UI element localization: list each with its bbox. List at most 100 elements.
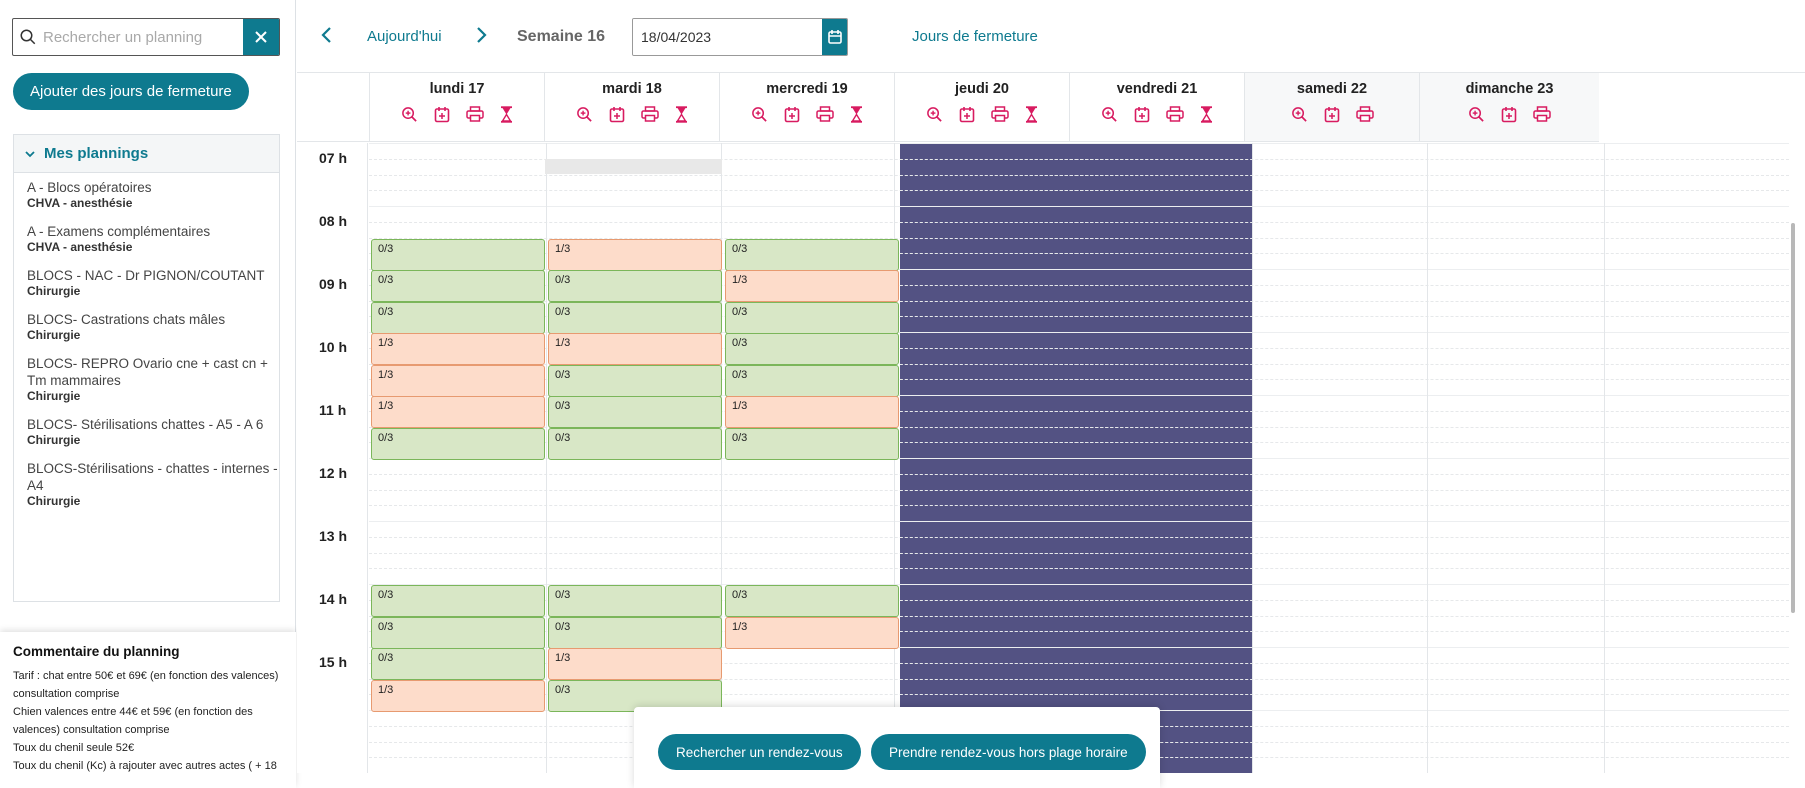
appointment-slot[interactable]: 1/3 xyxy=(548,648,722,680)
planning-name: BLOCS- REPRO Ovario cne + cast cn + Tm m… xyxy=(27,356,268,388)
search-input[interactable] xyxy=(43,19,243,55)
appointment-slot[interactable]: 0/3 xyxy=(548,396,722,428)
grid-row-line xyxy=(369,662,1789,664)
grid-row-line xyxy=(369,379,1789,381)
planning-item[interactable]: A - Examens complémentaires CHVA - anesth… xyxy=(27,223,279,255)
zoom-in-icon[interactable] xyxy=(1468,106,1485,123)
appointment-slot[interactable]: 0/3 xyxy=(548,270,722,302)
calendar-plus-icon[interactable] xyxy=(1134,106,1150,123)
planning-item[interactable]: BLOCS - NAC - Dr PIGNON/COUTANT Chirurgie xyxy=(27,267,279,299)
appointment-slot[interactable]: 0/3 xyxy=(548,427,722,460)
appointment-slot[interactable]: 0/3 xyxy=(725,333,899,365)
grid-column-line xyxy=(1252,143,1253,773)
previous-week-button[interactable] xyxy=(319,26,335,49)
planning-item[interactable]: A - Blocs opératoires CHVA - anesthésie xyxy=(27,179,279,211)
zoom-in-icon[interactable] xyxy=(1101,106,1118,123)
plannings-toggle[interactable]: Mes plannings xyxy=(14,135,279,173)
appointment-slot[interactable]: 1/3 xyxy=(548,333,722,365)
appointment-slot[interactable]: 1/3 xyxy=(371,679,545,712)
grid-row-line xyxy=(369,143,1789,144)
hourglass-icon[interactable] xyxy=(850,106,863,123)
hourglass-icon[interactable] xyxy=(1200,106,1213,123)
printer-icon[interactable] xyxy=(816,106,834,123)
calendar-plus-icon[interactable] xyxy=(609,106,625,123)
vertical-scrollbar[interactable] xyxy=(1791,223,1795,613)
appointment-slot[interactable]: 0/3 xyxy=(371,301,545,334)
sidebar: Ajouter des jours de fermeture Mes plann… xyxy=(0,0,296,788)
planning-search xyxy=(12,18,280,56)
appointment-slot[interactable]: 0/3 xyxy=(725,301,899,334)
today-button[interactable]: Aujourd'hui xyxy=(367,28,442,45)
appointment-slot[interactable]: 1/3 xyxy=(725,396,899,428)
comment-line: Toux du chenil (Kc) à rajouter avec autr… xyxy=(13,760,277,772)
zoom-in-icon[interactable] xyxy=(926,106,943,123)
planning-item[interactable]: BLOCS- Stérilisations chattes - A5 - A 6… xyxy=(27,416,279,448)
day-name: dimanche 23 xyxy=(1465,81,1554,97)
add-closure-days-button[interactable]: Ajouter des jours de fermeture xyxy=(13,73,249,110)
zoom-in-icon[interactable] xyxy=(401,106,418,123)
printer-icon[interactable] xyxy=(1533,106,1551,123)
appointment-slot[interactable]: 1/3 xyxy=(725,270,899,302)
day-name: mercredi 19 xyxy=(766,81,848,97)
appointment-slot[interactable]: 1/3 xyxy=(371,396,545,428)
closure-days-link[interactable]: Jours de fermeture xyxy=(912,28,1038,45)
grid-row-line xyxy=(369,174,1789,176)
hour-label: 13 h xyxy=(319,528,348,544)
hourglass-icon[interactable] xyxy=(500,106,513,123)
planning-item[interactable]: BLOCS-Stérilisations - chattes - interne… xyxy=(27,460,279,509)
grid-row-line xyxy=(369,221,1789,223)
comment-line: valences) consultation comprise xyxy=(13,724,170,736)
planning-item[interactable]: BLOCS- Castrations chats mâles Chirurgie xyxy=(27,311,279,343)
date-input[interactable] xyxy=(633,19,822,55)
plannings-panel: Mes plannings A - Blocs opératoires CHVA … xyxy=(13,134,280,602)
planning-name: BLOCS- Stérilisations chattes - A5 - A 6 xyxy=(27,417,264,432)
calendar-plus-icon[interactable] xyxy=(784,106,800,123)
printer-icon[interactable] xyxy=(641,106,659,123)
week-label: Semaine 16 xyxy=(517,28,606,45)
printer-icon[interactable] xyxy=(991,106,1009,123)
calendar-plus-icon[interactable] xyxy=(959,106,975,123)
planning-name: A - Examens complémentaires xyxy=(27,224,211,239)
hourglass-icon[interactable] xyxy=(675,106,688,123)
planning-name: BLOCS - NAC - Dr PIGNON/COUTANT xyxy=(27,268,265,283)
printer-icon[interactable] xyxy=(466,106,484,123)
calendar-plus-icon[interactable] xyxy=(1324,106,1340,123)
appointment-slot[interactable]: 0/3 xyxy=(548,616,722,649)
appointment-slot[interactable]: 0/3 xyxy=(371,238,545,271)
search-appointment-button[interactable]: Rechercher un rendez-vous xyxy=(658,734,861,770)
grid-row-line xyxy=(369,647,1789,648)
appointment-slot[interactable]: 0/3 xyxy=(371,616,545,649)
printer-icon[interactable] xyxy=(1355,106,1374,123)
zoom-in-icon[interactable] xyxy=(576,106,593,123)
zoom-in-icon[interactable] xyxy=(1291,106,1308,123)
planning-item[interactable]: BLOCS- REPRO Ovario cne + cast cn + Tm m… xyxy=(27,355,279,404)
appointment-slot[interactable]: 0/3 xyxy=(548,364,722,397)
grid-row-line xyxy=(369,678,1789,680)
day-header: jeudi 20 xyxy=(894,73,1069,142)
appointment-slot[interactable]: 0/3 xyxy=(548,585,722,617)
grid-row-line xyxy=(369,536,1789,538)
hour-label: 11 h xyxy=(319,402,347,418)
appointment-slot[interactable]: 0/3 xyxy=(548,301,722,334)
appointment-slot[interactable]: 0/3 xyxy=(371,270,545,302)
hourglass-icon[interactable] xyxy=(1025,106,1038,123)
appointment-slot[interactable]: 0/3 xyxy=(725,238,899,271)
clear-search-button[interactable] xyxy=(243,19,279,55)
appointment-slot[interactable]: 1/3 xyxy=(548,238,722,271)
appointment-slot[interactable]: 1/3 xyxy=(371,333,545,365)
open-calendar-button[interactable] xyxy=(822,19,847,55)
appointment-slot[interactable]: 0/3 xyxy=(371,585,545,617)
appointment-slot[interactable]: 0/3 xyxy=(725,364,899,397)
appointment-slot[interactable]: 0/3 xyxy=(371,648,545,680)
next-week-button[interactable] xyxy=(473,26,489,49)
appointment-slot[interactable]: 0/3 xyxy=(725,427,899,460)
appointment-slot[interactable]: 1/3 xyxy=(725,616,899,649)
appointment-slot[interactable]: 0/3 xyxy=(725,585,899,617)
calendar-plus-icon[interactable] xyxy=(434,106,450,123)
calendar-plus-icon[interactable] xyxy=(1501,106,1517,123)
appointment-slot[interactable]: 0/3 xyxy=(371,427,545,460)
printer-icon[interactable] xyxy=(1166,106,1184,123)
zoom-in-icon[interactable] xyxy=(751,106,768,123)
book-outside-hours-button[interactable]: Prendre rendez-vous hors plage horaire xyxy=(871,734,1146,770)
appointment-slot[interactable]: 1/3 xyxy=(371,364,545,397)
